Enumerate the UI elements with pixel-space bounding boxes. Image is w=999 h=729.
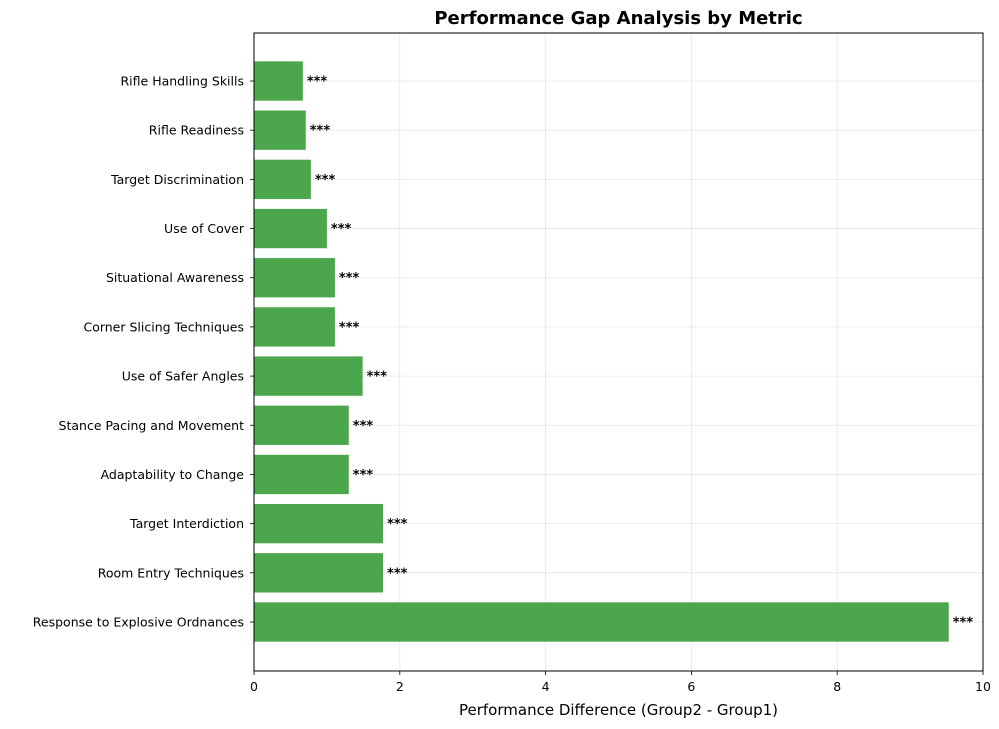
significance-label: *** bbox=[353, 419, 374, 434]
bar bbox=[254, 110, 306, 150]
x-tick-label: 2 bbox=[396, 679, 404, 694]
x-tick-label: 10 bbox=[975, 679, 991, 694]
bar bbox=[254, 602, 949, 642]
significance-label: *** bbox=[367, 370, 388, 385]
bar bbox=[254, 208, 327, 249]
y-tick-label: Room Entry Techniques bbox=[98, 565, 244, 580]
y-tick-label: Response to Explosive Ordnances bbox=[33, 615, 244, 630]
bar bbox=[254, 553, 384, 593]
significance-label: *** bbox=[387, 566, 408, 581]
x-tick-label: 8 bbox=[833, 679, 841, 694]
chart-title: Performance Gap Analysis by Metric bbox=[434, 8, 802, 29]
y-tick-label: Use of Safer Angles bbox=[122, 369, 244, 384]
significance-label: *** bbox=[315, 173, 336, 188]
y-tick-label: Stance Pacing and Movement bbox=[59, 418, 245, 433]
y-tick-label: Corner Slicing Techniques bbox=[83, 319, 244, 334]
bars bbox=[254, 61, 949, 642]
plot-frame bbox=[253, 32, 984, 672]
bar bbox=[254, 503, 384, 544]
significance-label: *** bbox=[339, 271, 360, 286]
significance-annotations: *** *** *** *** *** *** *** *** *** *** *** *** bbox=[307, 75, 973, 631]
y-tick-label: Situational Awareness bbox=[106, 270, 244, 285]
y-tick-label: Adaptability to Change bbox=[101, 467, 245, 482]
y-tick-label: Target Discrimination bbox=[110, 172, 244, 187]
bar bbox=[254, 356, 363, 396]
significance-label: *** bbox=[353, 468, 374, 483]
x-axis-label: Performance Difference (Group2 - Group1) bbox=[459, 701, 778, 719]
y-tick-label: Use of Cover bbox=[164, 221, 245, 236]
significance-label: *** bbox=[331, 222, 352, 237]
y-tick-label: Rifle Handling Skills bbox=[121, 74, 245, 89]
bar bbox=[254, 61, 303, 101]
bar bbox=[254, 307, 335, 347]
significance-label: *** bbox=[307, 75, 328, 90]
significance-label: *** bbox=[310, 124, 331, 139]
y-tick-label: Target Interdiction bbox=[129, 516, 244, 531]
significance-label: *** bbox=[953, 616, 974, 631]
bar bbox=[254, 454, 349, 495]
significance-label: *** bbox=[339, 320, 360, 335]
x-tick-label: 6 bbox=[687, 679, 695, 694]
bar bbox=[254, 405, 349, 445]
x-tick-label: 4 bbox=[542, 679, 550, 694]
axes: 0 2 4 6 8 10 Rifle Handling Skills Rifle Readin… bbox=[33, 32, 991, 694]
x-tick-label: 0 bbox=[250, 679, 258, 694]
significance-label: *** bbox=[387, 517, 408, 532]
bar bbox=[254, 159, 311, 200]
y-tick-label: Rifle Readiness bbox=[149, 123, 244, 138]
bar bbox=[254, 258, 335, 298]
